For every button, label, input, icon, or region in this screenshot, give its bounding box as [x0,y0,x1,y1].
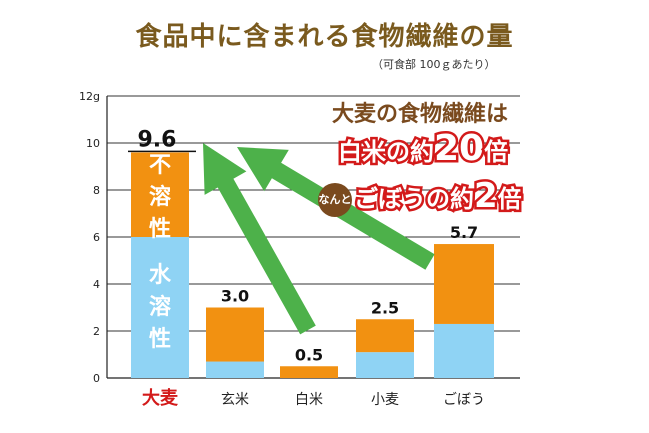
callout-headline: 大麦の食物繊維は [332,102,509,127]
y-tick-label: 0 [93,372,100,385]
bar-insoluble-segment [131,152,189,237]
bar-soluble-segment [356,352,414,378]
callout-burdock-number: 2 [472,174,501,219]
callout-burdock-suffix: 倍 [495,183,524,216]
x-tick-label: 小麦 [371,392,399,408]
chart-subtitle: （可食部 100ｇあたり） [372,58,496,71]
callout-badge: なんと [318,183,352,217]
y-tick-label: 8 [93,184,100,197]
x-tick-label: 玄米 [221,391,249,408]
bar-insoluble-label: 不 [149,153,171,178]
callout-burdock-comparison: なんと ごぼうの約2倍 [318,174,524,219]
bar-insoluble-label: 溶 [149,184,171,210]
y-tick-label: 2 [93,325,100,338]
bar-insoluble-segment [280,366,338,378]
arrow-rice-to-barley [203,143,316,335]
callout-rice-suffix: 倍 [482,136,511,169]
bar-insoluble-segment [206,307,264,362]
bar-insoluble-segment [434,244,494,324]
callout-rice-number: 20 [431,126,486,172]
y-tick-label: 10 [86,137,100,150]
bar-insoluble-label: 性 [149,217,171,242]
callout-burdock-text: ごぼうの約 [352,183,477,216]
bar-soluble-segment [434,323,494,378]
callout-rice-comparison: 白米の約20倍 [336,126,511,172]
bar-soluble-segment [131,237,189,378]
chart-title: 食品中に含まれる食物繊維の量 [135,22,514,52]
bar-soluble-label: 水 [149,263,172,288]
data-label: 9.6 [138,127,177,152]
data-label: 3.0 [221,287,249,306]
y-tick-label: 6 [93,231,100,244]
bar-soluble-label: 溶 [149,294,171,320]
x-tick-label: 白米 [295,392,323,408]
data-label: 0.5 [295,345,323,364]
bar-soluble-segment [206,361,264,378]
data-label: 2.5 [371,298,399,317]
bar-soluble-label: 性 [149,327,171,352]
data-label: 5.7 [450,223,478,242]
bar-insoluble-segment [356,319,414,353]
x-tick-label: 大麦 [142,387,179,409]
y-tick-label: 4 [93,278,100,291]
y-tick-label: 12g [79,90,100,103]
x-tick-label: ごぼう [443,392,485,408]
callout-rice-text: 白米の約 [336,136,437,169]
